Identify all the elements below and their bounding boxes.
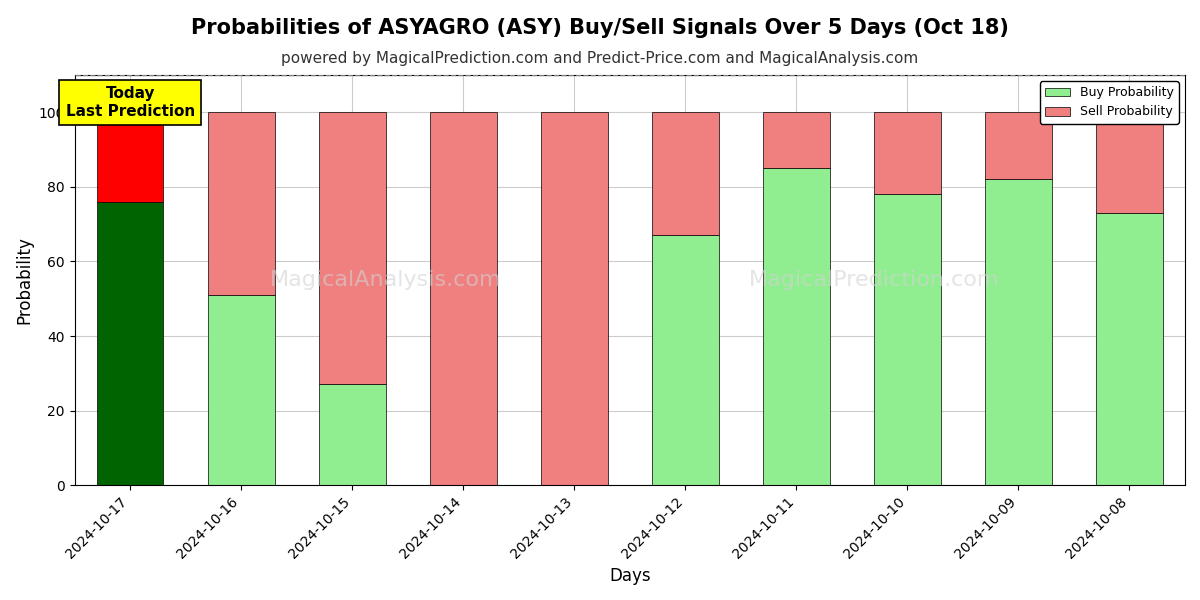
Bar bbox=[541, 112, 607, 485]
Bar bbox=[985, 112, 1051, 179]
Bar bbox=[208, 295, 275, 485]
Bar bbox=[97, 202, 163, 485]
Y-axis label: Probability: Probability bbox=[16, 236, 34, 324]
Bar bbox=[1096, 112, 1163, 213]
Bar bbox=[874, 194, 941, 485]
Legend: Buy Probability, Sell Probability: Buy Probability, Sell Probability bbox=[1040, 81, 1178, 124]
Bar bbox=[763, 168, 829, 485]
Bar bbox=[97, 112, 163, 202]
X-axis label: Days: Days bbox=[610, 567, 650, 585]
Bar bbox=[652, 112, 719, 235]
Bar bbox=[652, 235, 719, 485]
Bar bbox=[763, 112, 829, 168]
Text: Probabilities of ASYAGRO (ASY) Buy/Sell Signals Over 5 Days (Oct 18): Probabilities of ASYAGRO (ASY) Buy/Sell … bbox=[191, 18, 1009, 38]
Bar bbox=[430, 112, 497, 485]
Bar bbox=[319, 112, 385, 385]
Bar bbox=[1096, 213, 1163, 485]
Text: Today
Last Prediction: Today Last Prediction bbox=[66, 86, 194, 119]
Bar bbox=[319, 385, 385, 485]
Text: MagicalPrediction.com: MagicalPrediction.com bbox=[749, 270, 1000, 290]
Text: MagicalAnalysis.com: MagicalAnalysis.com bbox=[270, 270, 502, 290]
Text: powered by MagicalPrediction.com and Predict-Price.com and MagicalAnalysis.com: powered by MagicalPrediction.com and Pre… bbox=[281, 51, 919, 66]
Bar bbox=[208, 112, 275, 295]
Bar bbox=[985, 179, 1051, 485]
Bar bbox=[874, 112, 941, 194]
